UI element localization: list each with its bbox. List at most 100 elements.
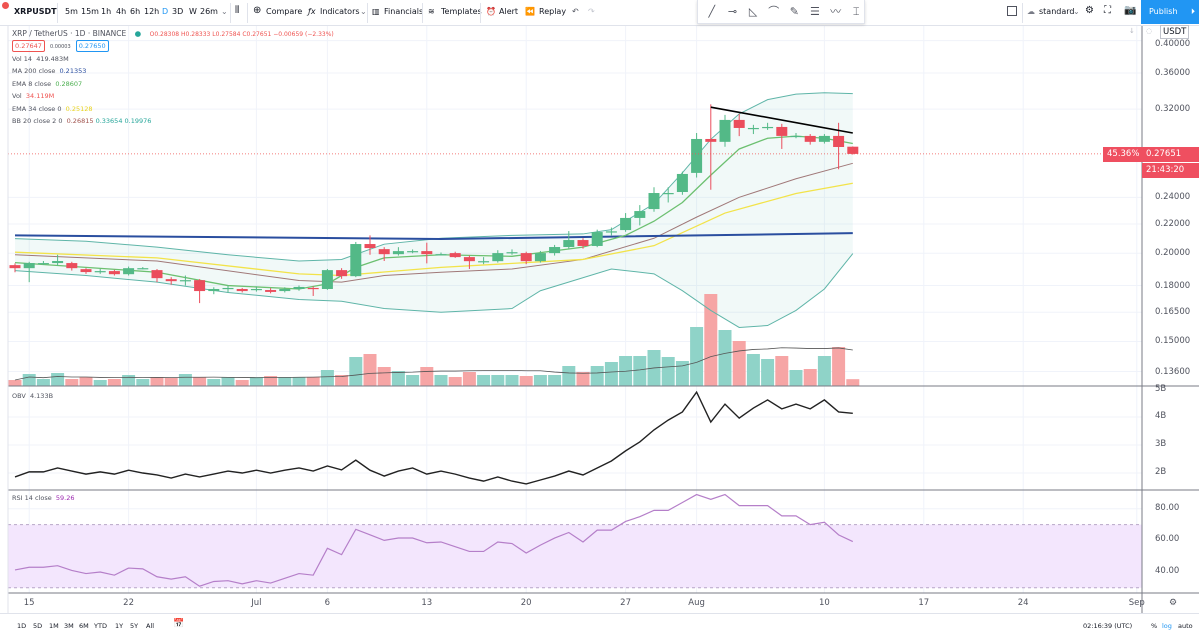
range-1y[interactable]: 1Y bbox=[115, 622, 124, 630]
templates-button[interactable]: Templates bbox=[441, 7, 482, 16]
candle-body bbox=[691, 138, 703, 173]
camera-icon[interactable]: 📷 bbox=[1124, 5, 1137, 16]
interval-4h[interactable]: 4h bbox=[116, 7, 127, 16]
fib-levels-icon[interactable]: ☰ bbox=[810, 4, 820, 18]
candle-body bbox=[463, 257, 475, 262]
market-open-dot-icon: ● bbox=[134, 29, 142, 38]
indicator-legend-row[interactable]: EMA 34 close 0 0.25128 bbox=[12, 105, 93, 113]
indicator-legend-row[interactable]: MA 200 close 0.21353 bbox=[12, 67, 86, 75]
range-all[interactable]: All bbox=[146, 622, 155, 630]
bid-price[interactable]: 0.27647 bbox=[12, 40, 45, 52]
reset-icon[interactable]: ◌ bbox=[1146, 27, 1153, 35]
fullscreen-icon[interactable]: ⛶ bbox=[1104, 5, 1111, 16]
indicator-name: MA 200 close bbox=[12, 67, 56, 76]
obv-axis-label: 5B bbox=[1155, 384, 1167, 392]
indicators-button[interactable]: Indicators bbox=[320, 7, 360, 16]
volume-ma-line bbox=[14, 347, 853, 381]
redo-icon[interactable]: ↷ bbox=[588, 7, 595, 16]
replay-icon: ⏪ bbox=[525, 7, 535, 16]
scroll-down-icon[interactable]: ↓ bbox=[1129, 27, 1135, 35]
candle-body bbox=[520, 253, 532, 262]
price-axis-label: 0.40000 bbox=[1155, 38, 1191, 49]
curve-icon[interactable]: ⌒ bbox=[768, 4, 780, 18]
last-price-tag: 0.27651 bbox=[1142, 147, 1199, 162]
interval-15m[interactable]: 15m bbox=[81, 7, 99, 16]
volume-bar bbox=[178, 374, 192, 386]
range-1d[interactable]: 1D bbox=[17, 622, 27, 630]
log-toggle[interactable]: log bbox=[1162, 622, 1172, 630]
volume-bar bbox=[789, 370, 803, 386]
interval-3d[interactable]: 3D bbox=[172, 7, 184, 16]
range-6m[interactable]: 6M bbox=[79, 622, 89, 630]
ohlc-values: O0.28308 H0.28333 L0.27584 C0.27651 −0.0… bbox=[149, 31, 334, 38]
cloud-icon: ☁ bbox=[1027, 7, 1035, 16]
triangle-pattern-icon[interactable]: ◺ bbox=[748, 4, 758, 18]
interval-chevron-down-icon[interactable]: ⌄ bbox=[221, 7, 228, 16]
checkbox-icon[interactable] bbox=[1007, 6, 1017, 16]
candles-style-icon[interactable]: ⫴ bbox=[235, 5, 240, 16]
ask-price[interactable]: 0.27650 bbox=[75, 40, 109, 52]
interval-w[interactable]: W bbox=[189, 7, 197, 16]
compare-button[interactable]: Compare bbox=[266, 7, 303, 16]
indicator-legend-row[interactable]: Vol 34.119M bbox=[12, 92, 54, 100]
volume-bar bbox=[633, 356, 647, 386]
clock-time[interactable]: 02:16:39 (UTC) bbox=[1083, 622, 1133, 630]
layout-name[interactable]: standard bbox=[1039, 7, 1075, 16]
publish-button[interactable]: Publish ⏵ bbox=[1141, 0, 1199, 24]
trend-line-icon[interactable]: ╱ bbox=[708, 4, 716, 18]
symbol-search[interactable]: XRPUSDT bbox=[14, 7, 57, 16]
undo-icon[interactable]: ↶ bbox=[572, 7, 579, 16]
interval-6h[interactable]: 6h bbox=[130, 7, 141, 16]
gear-icon[interactable]: ⚙ bbox=[1085, 5, 1094, 16]
indicator-legend-row[interactable]: EMA 8 close 0.28607 bbox=[12, 80, 82, 88]
brush-icon[interactable]: ✎ bbox=[789, 4, 799, 18]
candle-body bbox=[733, 119, 745, 128]
candle-body bbox=[137, 268, 149, 270]
auto-toggle[interactable]: auto bbox=[1178, 622, 1193, 630]
play-circle-icon[interactable]: ⏵ bbox=[1191, 7, 1195, 16]
rsi-legend: RSI 14 close 59.26 bbox=[12, 494, 75, 502]
interval-12h[interactable]: 12h bbox=[144, 7, 160, 16]
interval-26m[interactable]: 26m bbox=[200, 7, 218, 16]
candle-body bbox=[662, 193, 674, 195]
indicator-legend-row[interactable]: Vol 14 419.483M bbox=[12, 55, 69, 63]
candle-body bbox=[179, 280, 191, 282]
percent-toggle[interactable]: % bbox=[1151, 622, 1158, 630]
candle-body bbox=[265, 290, 277, 292]
range-1m[interactable]: 1M bbox=[49, 622, 59, 630]
axis-settings-gear-icon[interactable]: ⚙ bbox=[1169, 598, 1178, 608]
candle-body bbox=[435, 254, 447, 256]
symbol-title[interactable]: XRP / TetherUS · 1D · BINANCE bbox=[12, 29, 127, 38]
indicator-legend-row[interactable]: BB 20 close 2 0 0.26815 0.33654 0.19976 bbox=[12, 117, 151, 125]
measure-icon[interactable]: ⌶ bbox=[852, 4, 860, 18]
candle-body bbox=[790, 135, 802, 138]
volume-bar bbox=[335, 375, 349, 386]
interval-5m[interactable]: 5m bbox=[65, 7, 78, 16]
ema8-line bbox=[14, 135, 853, 290]
indicator-value: 0.21353 bbox=[59, 67, 87, 76]
path-icon[interactable]: 〰 bbox=[830, 4, 842, 18]
candle-body bbox=[705, 138, 717, 142]
interval-d[interactable]: D bbox=[162, 7, 169, 16]
indicators-chevron-down-icon[interactable]: ⌄ bbox=[360, 7, 367, 16]
range-ytd[interactable]: YTD bbox=[94, 622, 107, 630]
horizontal-line-icon[interactable]: ⊸ bbox=[727, 4, 738, 18]
interval-1h[interactable]: 1h bbox=[101, 7, 112, 16]
financials-button[interactable]: Financials bbox=[384, 7, 424, 16]
currency-label[interactable]: USDT bbox=[1160, 25, 1190, 39]
indicator-value: 0.26815 bbox=[66, 117, 94, 125]
indicator-name: EMA 34 close 0 bbox=[12, 104, 62, 113]
range-3m[interactable]: 3M bbox=[64, 622, 74, 630]
alert-button[interactable]: Alert bbox=[499, 7, 519, 16]
volume-bar bbox=[136, 379, 150, 386]
volume-bar bbox=[803, 369, 817, 386]
range-5y[interactable]: 5Y bbox=[130, 622, 139, 630]
volume-bar bbox=[122, 375, 136, 386]
layout-chevron-down-icon[interactable]: ⌄ bbox=[1073, 7, 1080, 16]
replay-button[interactable]: Replay bbox=[539, 7, 567, 16]
range-5d[interactable]: 5D bbox=[33, 622, 43, 630]
candle-body bbox=[321, 270, 333, 289]
calendar-icon[interactable]: 📅 bbox=[173, 619, 185, 629]
rsi-band-fill bbox=[8, 524, 1142, 588]
